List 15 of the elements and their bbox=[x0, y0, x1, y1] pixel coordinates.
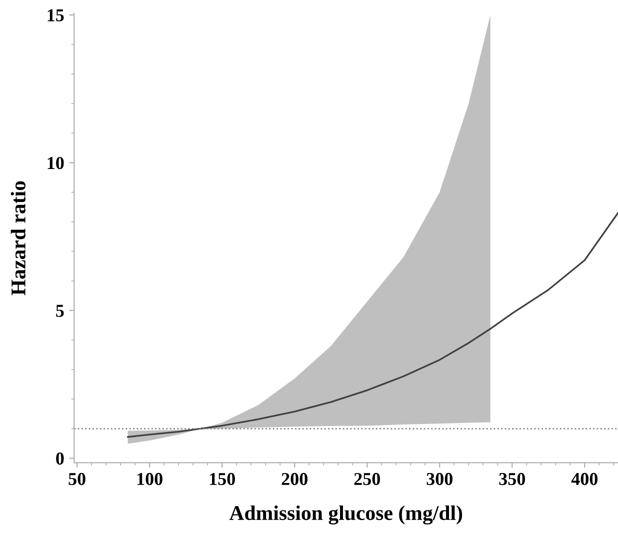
y-tick-label: 0 bbox=[56, 452, 64, 465]
x-axis-title: Admission glucose (mg/dl) bbox=[229, 505, 462, 524]
x-tick-label: 350 bbox=[499, 472, 525, 486]
y-tick-label: 15 bbox=[48, 9, 64, 22]
x-tick-label: 400 bbox=[571, 472, 598, 486]
x-tick-label: 150 bbox=[210, 472, 235, 486]
x-tick-label: 50 bbox=[68, 472, 86, 486]
line-series bbox=[126, 212, 618, 438]
x-tick-label: 250 bbox=[354, 472, 380, 486]
x-tick-label: 300 bbox=[426, 472, 452, 486]
x-tick-label: 200 bbox=[282, 472, 308, 486]
x-tick-label: 100 bbox=[137, 472, 162, 486]
y-tick-label: 10 bbox=[48, 156, 64, 170]
y-tick-label: 5 bbox=[56, 304, 64, 317]
y-axis-title: Hazard ratio bbox=[10, 181, 26, 296]
